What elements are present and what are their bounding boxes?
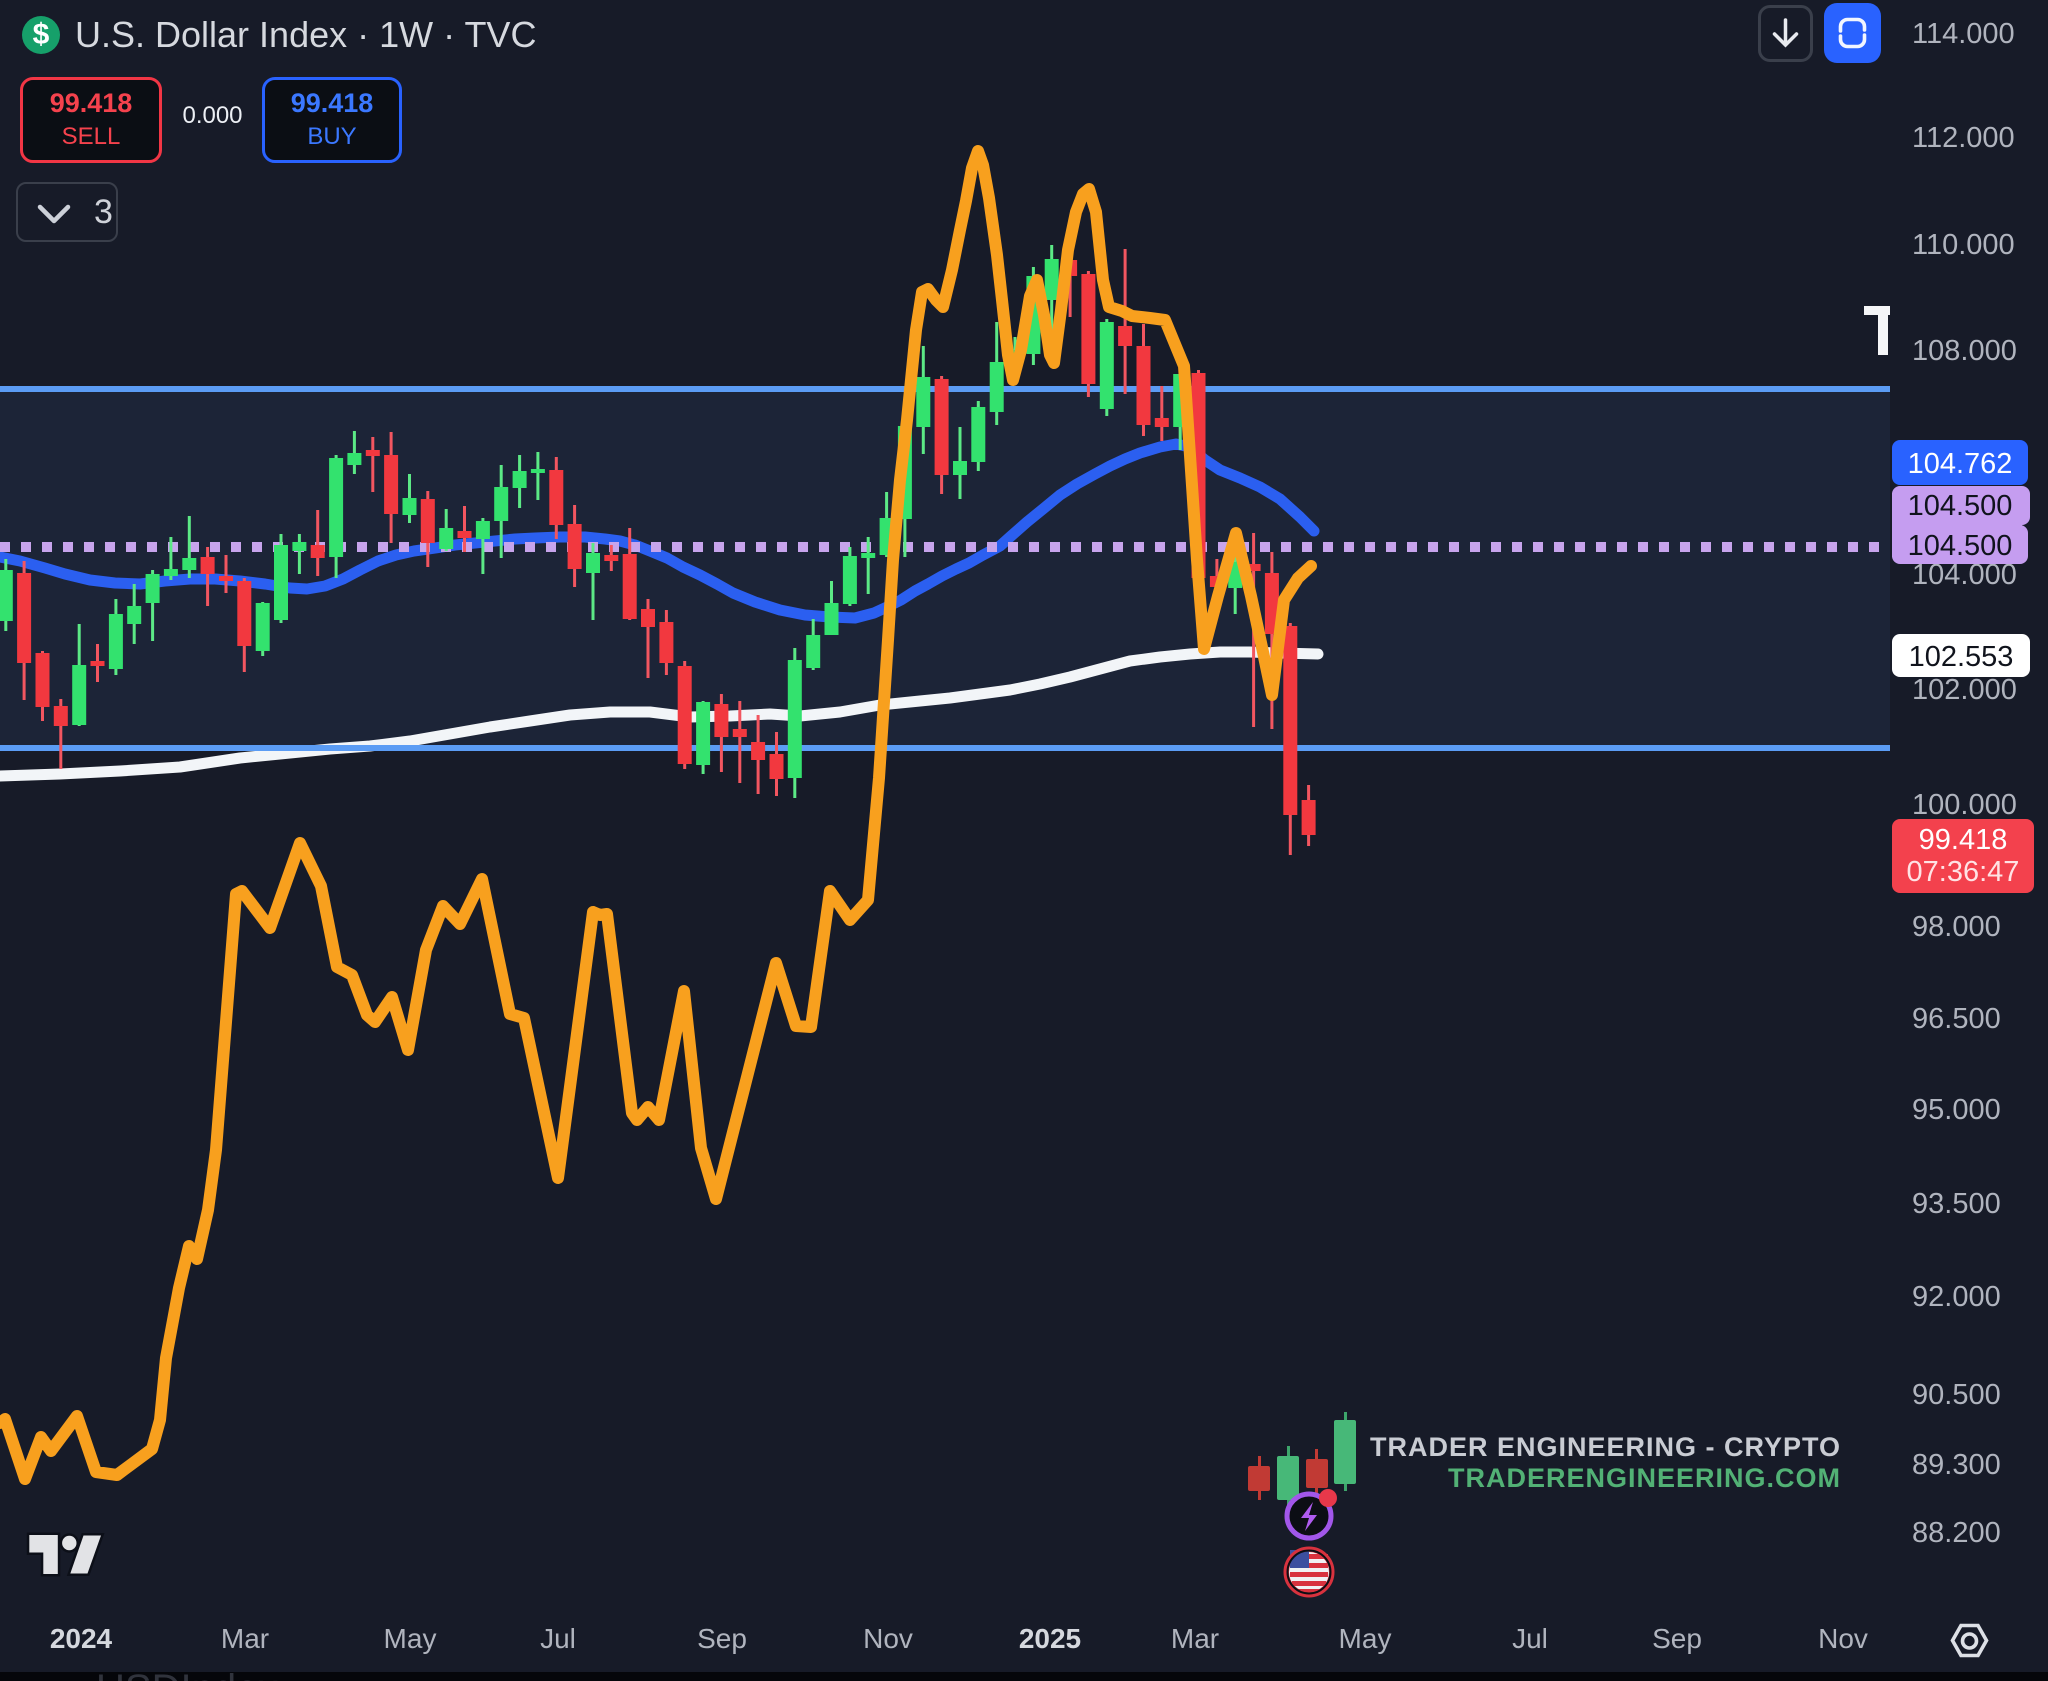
svg-text:Jul: Jul: [1512, 1623, 1548, 1654]
svg-text:Nov: Nov: [1818, 1623, 1868, 1654]
svg-text:92.000: 92.000: [1912, 1281, 2001, 1313]
svg-text:88.200: 88.200: [1912, 1517, 2001, 1549]
svg-text:USDIndex: USDIndex: [96, 1667, 278, 1681]
svg-text:TRADERENGINEERING.COM: TRADERENGINEERING.COM: [1448, 1463, 1841, 1493]
svg-text:07:36:47: 07:36:47: [1907, 856, 2020, 888]
svg-text:Nov: Nov: [863, 1623, 913, 1654]
svg-text:104.762: 104.762: [1908, 448, 2013, 480]
svg-text:102.000: 102.000: [1912, 674, 2017, 706]
svg-text:Sep: Sep: [697, 1623, 747, 1654]
svg-text:95.000: 95.000: [1912, 1094, 2001, 1126]
svg-text:2025: 2025: [1019, 1623, 1081, 1654]
svg-text:96.500: 96.500: [1912, 1003, 2001, 1035]
svg-text:112.000: 112.000: [1912, 122, 2015, 154]
svg-text:104.500: 104.500: [1908, 490, 2013, 522]
svg-text:TRADER ENGINEERING - CRYPTO: TRADER ENGINEERING - CRYPTO: [1370, 1432, 1841, 1462]
svg-text:Mar: Mar: [1171, 1623, 1219, 1654]
svg-text:90.500: 90.500: [1912, 1379, 2001, 1411]
svg-text:May: May: [1339, 1623, 1392, 1654]
svg-text:102.553: 102.553: [1909, 641, 2014, 673]
svg-text:Sep: Sep: [1652, 1623, 1702, 1654]
svg-text:May: May: [384, 1623, 437, 1654]
svg-text:108.000: 108.000: [1912, 335, 2017, 367]
svg-text:114.000: 114.000: [1912, 18, 2015, 50]
svg-text:110.000: 110.000: [1912, 229, 2015, 261]
svg-text:Jul: Jul: [540, 1623, 576, 1654]
svg-text:89.300: 89.300: [1912, 1449, 2001, 1481]
svg-text:Mar: Mar: [221, 1623, 269, 1654]
svg-text:93.500: 93.500: [1912, 1188, 2001, 1220]
svg-text:100.000: 100.000: [1912, 789, 2017, 821]
svg-text:2024: 2024: [50, 1623, 113, 1654]
svg-text:104.500: 104.500: [1908, 530, 2013, 562]
svg-text:99.418: 99.418: [1919, 824, 2008, 856]
svg-text:104.000: 104.000: [1912, 559, 2017, 591]
svg-text:98.000: 98.000: [1912, 911, 2001, 943]
